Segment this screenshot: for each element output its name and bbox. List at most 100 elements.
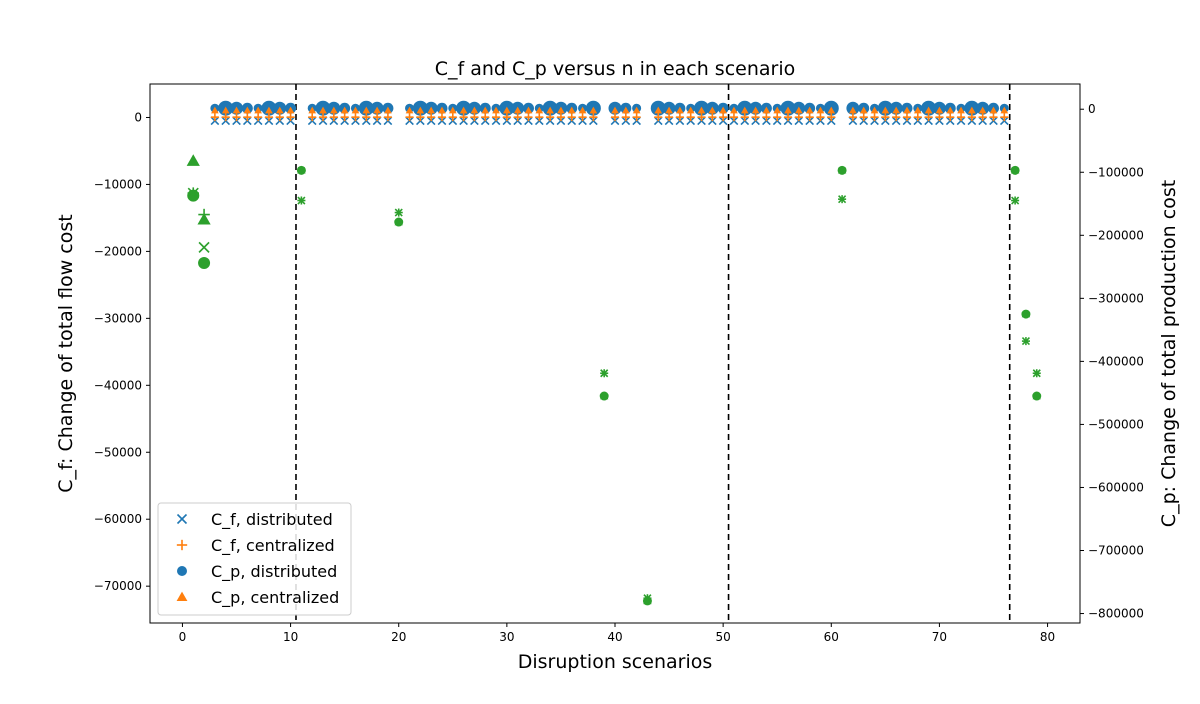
y-axis-title: C_f: Change of total flow cost <box>55 214 77 492</box>
point-cf-centralized <box>243 113 252 122</box>
point-cp-centralized <box>275 106 284 114</box>
point-cf-centralized <box>546 113 555 122</box>
point-cf-centralized <box>643 594 652 603</box>
y-tick-label: −30000 <box>94 311 142 325</box>
point-cf-centralized <box>264 113 273 122</box>
point-cf-centralized <box>859 113 868 122</box>
point-cf-centralized <box>729 113 738 122</box>
point-cp-centralized <box>405 106 414 114</box>
point-cf-centralized <box>340 113 349 122</box>
point-cp-centralized <box>1000 106 1009 114</box>
x-tick-label: 60 <box>824 630 839 644</box>
point-cf-centralized <box>318 113 328 122</box>
point-cp-centralized <box>730 106 738 114</box>
point-cf-centralized <box>967 113 976 122</box>
point-cf-centralized <box>719 113 728 122</box>
point-cp-centralized <box>859 106 868 114</box>
point-cp-centralized <box>794 106 803 114</box>
point-cp-centralized <box>340 106 349 114</box>
point-cp-centralized <box>892 106 901 114</box>
point-cp-centralized <box>611 106 619 114</box>
point-cp-centralized <box>243 106 252 114</box>
point-cf-centralized <box>275 113 284 122</box>
point-cf-centralized <box>740 113 749 122</box>
point-cf-centralized <box>946 113 955 122</box>
point-cp-centralized <box>578 106 587 114</box>
point-cp-centralized <box>913 106 922 114</box>
point-cf-centralized <box>957 113 966 122</box>
point-cp-centralized <box>265 106 273 114</box>
point-cf-centralized <box>221 113 230 122</box>
x-tick-label: 40 <box>607 630 622 644</box>
point-cf-centralized <box>502 113 511 122</box>
point-cf-centralized <box>794 113 803 122</box>
point-cp-centralized <box>816 106 825 114</box>
point-cp-centralized <box>186 154 200 166</box>
point-cf-centralized <box>351 113 360 122</box>
point-cp-centralized <box>503 106 511 114</box>
point-cp-centralized <box>492 106 500 114</box>
point-cp-centralized <box>762 106 771 114</box>
point-cp-centralized <box>589 106 598 114</box>
point-cf-centralized <box>783 113 793 122</box>
y-tick-label: −50000 <box>94 445 142 459</box>
chart-title: C_f and C_p versus n in each scenario <box>435 58 796 80</box>
point-cp-centralized <box>719 106 727 114</box>
point-cp-centralized <box>708 106 717 114</box>
legend-marker <box>176 539 188 551</box>
point-cf-centralized <box>459 113 468 122</box>
point-cp-centralized <box>567 106 576 114</box>
point-cf-centralized <box>210 113 219 122</box>
point-cp-centralized <box>470 106 479 114</box>
x-tick-label: 0 <box>179 630 187 644</box>
y-tick-label: −70000 <box>94 579 142 593</box>
point-cf-centralized <box>232 113 241 122</box>
y-tick-label: −60000 <box>94 512 142 526</box>
point-cp-centralized <box>221 106 230 114</box>
point-cp-centralized <box>935 106 944 114</box>
point-cp-centralized <box>232 106 241 114</box>
y2-tick-label: −500000 <box>1088 417 1144 431</box>
y2-axis-title: C_p: Change of total production cost <box>1158 180 1180 527</box>
point-cf-centralized <box>362 113 371 122</box>
y-tick-label: −20000 <box>94 244 142 258</box>
point-cp-centralized <box>362 106 371 114</box>
y-tick-label: 0 <box>134 110 142 124</box>
point-cf-centralized <box>708 113 717 122</box>
point-cf-centralized <box>675 113 684 122</box>
point-cf-centralized <box>524 113 533 122</box>
point-cf-centralized <box>870 113 879 122</box>
point-cf-centralized <box>632 113 641 122</box>
point-cp-centralized <box>697 106 706 114</box>
point-cf-centralized <box>470 113 479 122</box>
point-cf-centralized <box>751 113 760 122</box>
point-cf-centralized <box>383 113 392 122</box>
point-cf-centralized <box>329 113 338 122</box>
y2-tick-label: −100000 <box>1088 165 1144 179</box>
point-cf-centralized <box>762 113 771 122</box>
point-cf-centralized <box>654 113 663 122</box>
y-tick-label: −40000 <box>94 378 142 392</box>
point-cp-centralized <box>654 106 663 114</box>
point-cf-centralized <box>665 113 674 122</box>
point-cp-centralized <box>297 166 306 174</box>
point-cf-centralized <box>610 113 620 122</box>
legend-label: C_p, centralized <box>211 588 339 608</box>
point-cf-centralized <box>286 113 295 122</box>
legend-box <box>157 502 352 616</box>
point-cp-centralized <box>373 106 381 114</box>
point-cp-centralized <box>599 391 609 400</box>
point-cf-centralized <box>556 113 565 122</box>
point-cf-centralized <box>978 113 987 122</box>
point-cf-centralized <box>913 113 922 122</box>
point-cf-centralized <box>1021 337 1030 346</box>
point-cp-centralized <box>481 106 490 114</box>
point-cp-centralized <box>459 106 468 114</box>
point-cf-centralized <box>187 187 200 199</box>
point-cf-centralized <box>427 113 436 122</box>
point-cf-centralized <box>816 113 825 122</box>
point-cf-centralized <box>600 369 609 378</box>
y2-tick-label: −300000 <box>1088 291 1144 305</box>
point-cf-centralized <box>578 113 587 122</box>
